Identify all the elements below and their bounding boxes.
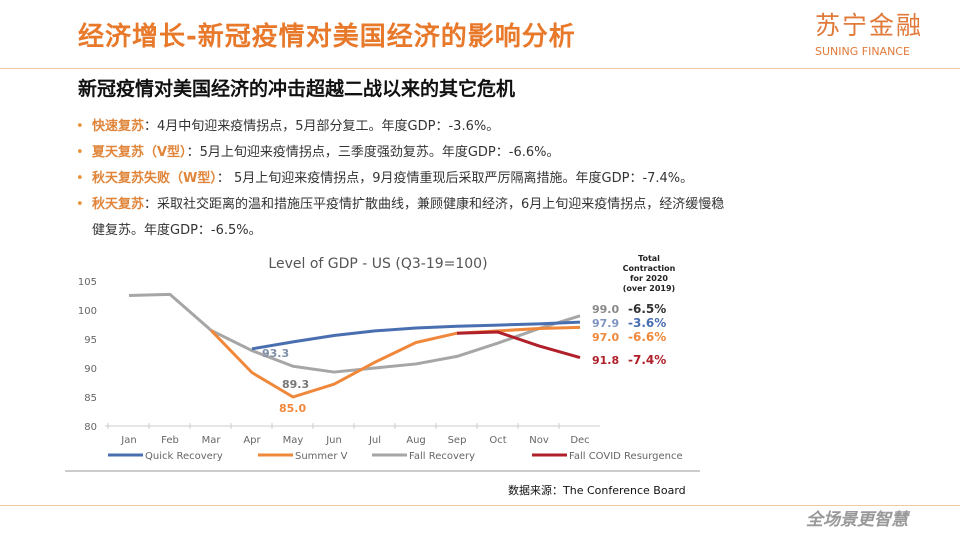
bullet-item: • 快速复苏：4月中旬迎来疫情拐点，5月部分复工。年度GDP：-3.6%。 — [76, 119, 500, 134]
contraction-value: -6.6% — [628, 330, 666, 344]
x-tick-label: Dec — [570, 435, 589, 446]
legend-label: Fall Recovery — [409, 451, 475, 462]
data-label: 91.8 — [592, 354, 619, 367]
page-title: 经济增长-新冠疫情对美国经济的影响分析 — [78, 22, 576, 52]
x-tick-label: Nov — [529, 435, 549, 446]
y-tick-label: 100 — [78, 306, 97, 317]
series-line-fall-covid-resurgence — [456, 330, 581, 360]
y-tick-label: 85 — [84, 393, 97, 404]
data-label: 89.3 — [282, 378, 309, 391]
x-tick-label: Feb — [161, 435, 179, 446]
bullet-item: • 秋天复苏：采取社交距离的温和措施压平疫情扩散曲线，兼顾健康和经济，6月上旬迎来… — [76, 197, 725, 212]
section-subtitle: 新冠疫情对美国经济的冲击超越二战以来的其它危机 — [78, 78, 516, 100]
header-divider — [0, 68, 960, 69]
data-source: 数据来源：The Conference Board — [508, 484, 686, 497]
data-label: 99.0 — [592, 303, 619, 316]
footer-slogan: 全场景更智慧 — [806, 510, 908, 530]
contraction-value: -6.5% — [628, 302, 666, 316]
legend-label: Summer V — [295, 451, 348, 462]
y-tick-label: 90 — [84, 364, 97, 375]
data-label: 85.0 — [279, 402, 306, 415]
logo-suning-finance: 苏宁金融 — [815, 11, 924, 40]
bullet-text: ： 5月上旬迎来疫情拐点，9月疫情重现后采取严厉隔离措施。年度GDP：-7.4%… — [216, 171, 694, 186]
x-tick-label: Apr — [243, 435, 261, 446]
bullet-text: ：采取社交距离的温和措施压平疫情扩散曲线，兼顾健康和经济，6月上旬迎来疫情拐点，… — [144, 197, 725, 212]
bullet-key: 秋天复苏 — [92, 197, 145, 212]
bullet-list: • 快速复苏：4月中旬迎来疫情拐点，5月部分复工。年度GDP：-3.6%。 • 夏天… — [76, 114, 936, 244]
x-tick-label: May — [283, 435, 304, 446]
bullet-item: • 夏天复苏（V型）：5月上旬迎来疫情拐点，三季度强劲复苏。年度GDP：-6.6%… — [76, 145, 560, 160]
x-tick-label: Oct — [489, 435, 506, 446]
data-label: 93.3 — [262, 347, 289, 360]
y-tick-label: 95 — [84, 335, 97, 346]
bullet-item: • 秋天复苏失败（W型）： 5月上旬迎来疫情拐点，9月疫情重现后采取严厉隔离措施。… — [76, 171, 694, 186]
x-tick-label: Jan — [120, 435, 136, 446]
x-tick-label: Jun — [325, 435, 342, 446]
bullet-key: 快速复苏 — [92, 119, 145, 134]
x-tick-label: Mar — [202, 435, 222, 446]
series-line-fall-recovery — [128, 292, 581, 374]
bullet-text-continued: 健复苏。年度GDP：-6.5%。 — [92, 223, 262, 238]
bullet-text: ：5月上旬迎来疫情拐点，三季度强劲复苏。年度GDP：-6.6%。 — [186, 145, 560, 160]
legend-label: Quick Recovery — [145, 451, 223, 462]
x-tick-label: Jul — [368, 435, 381, 446]
bullet-text: ：4月中旬迎来疫情拐点，5月部分复工。年度GDP：-3.6%。 — [144, 119, 500, 134]
y-tick-label: 80 — [84, 422, 97, 433]
x-tick-label: Sep — [448, 435, 467, 446]
data-label: 97.9 — [592, 317, 619, 330]
footer-divider — [0, 505, 960, 506]
legend-label: Fall COVID Resurgence — [569, 451, 683, 462]
contraction-header: Total Contraction for 2020 (over 2019) — [623, 254, 676, 293]
bullet-key: 秋天复苏失败（W型） — [92, 171, 217, 186]
series-line-summer-v — [209, 325, 581, 399]
contraction-value: -7.4% — [628, 353, 666, 367]
x-tick-label: Aug — [406, 435, 426, 446]
chart-title: Level of GDP - US (Q3-19=100) — [268, 256, 487, 272]
series-line-quick-recovery — [251, 320, 581, 351]
data-label: 97.0 — [592, 331, 619, 344]
contraction-value: -3.6% — [628, 316, 666, 330]
bullet-key: 夏天复苏（V型） — [92, 145, 187, 160]
y-tick-label: 105 — [78, 277, 97, 288]
logo-subtext: SUNING FINANCE — [815, 45, 910, 58]
